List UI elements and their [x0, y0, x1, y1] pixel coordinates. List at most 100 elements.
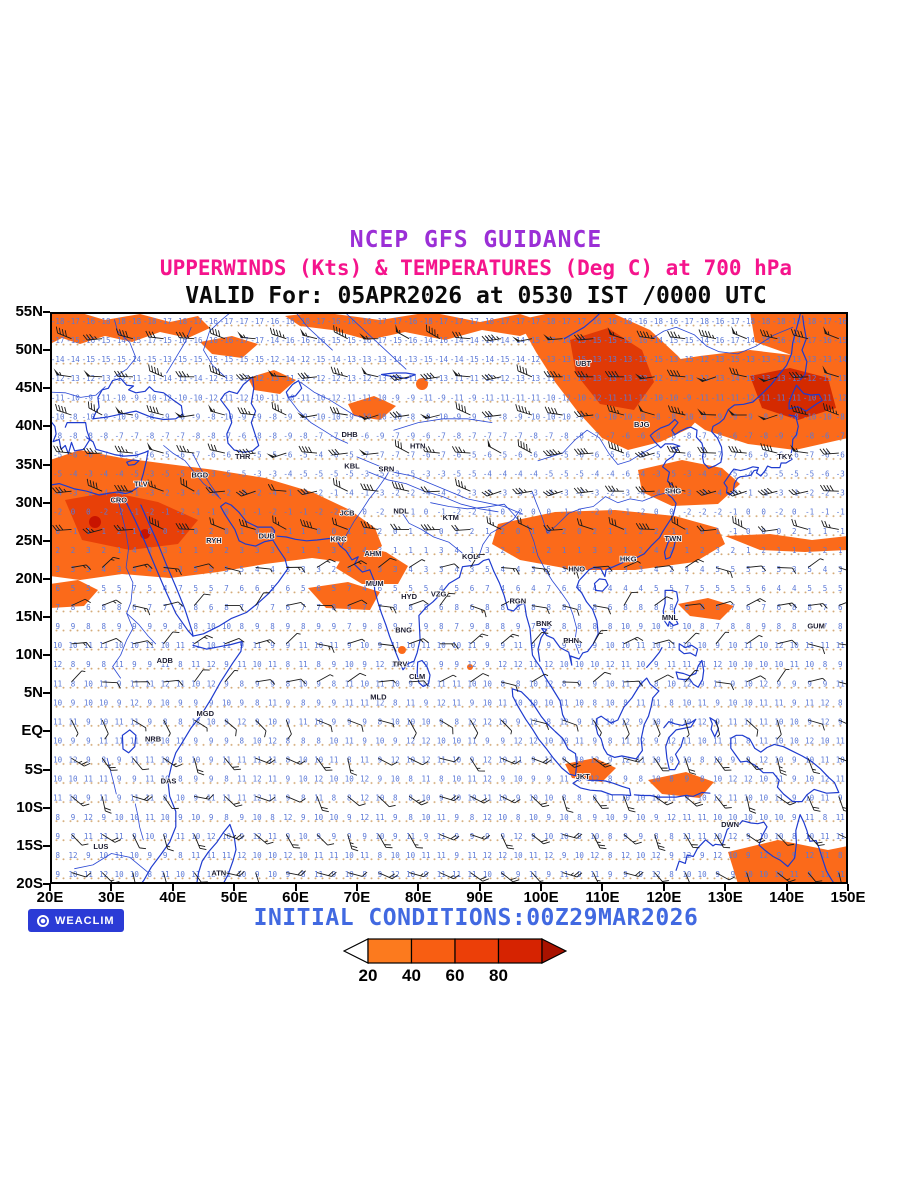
svg-text:-11: -11: [619, 393, 633, 402]
svg-text:-17: -17: [373, 317, 387, 326]
svg-text:11: 11: [237, 660, 246, 669]
svg-text:1: 1: [838, 546, 843, 555]
svg-text:-12: -12: [588, 393, 602, 402]
svg-text:-9: -9: [345, 412, 354, 421]
svg-text:9: 9: [531, 641, 536, 650]
svg-text:5: 5: [731, 584, 736, 593]
svg-text:11: 11: [345, 698, 354, 707]
svg-text:9: 9: [378, 756, 383, 765]
svg-text:10: 10: [268, 851, 278, 860]
svg-text:-13: -13: [757, 374, 771, 383]
lat-tick-label: 20N: [15, 569, 43, 587]
svg-text:-17: -17: [803, 336, 817, 345]
svg-text:8: 8: [55, 851, 60, 860]
station-label-jkt: JKT: [576, 772, 591, 781]
svg-text:-10: -10: [680, 412, 694, 421]
svg-text:8: 8: [178, 660, 183, 669]
svg-text:-7: -7: [375, 451, 384, 460]
svg-text:9: 9: [378, 870, 383, 879]
svg-text:8: 8: [807, 603, 812, 612]
svg-text:9: 9: [577, 641, 582, 650]
svg-text:10: 10: [560, 813, 570, 822]
svg-text:-5: -5: [774, 470, 783, 479]
svg-text:-10: -10: [573, 393, 587, 402]
station-label-kbl: KBL: [344, 461, 360, 470]
svg-text:11: 11: [299, 641, 308, 650]
svg-text:-4: -4: [99, 489, 109, 498]
svg-text:-8: -8: [667, 412, 677, 421]
svg-text:-5: -5: [268, 451, 277, 460]
svg-text:10: 10: [820, 737, 830, 746]
svg-text:9: 9: [332, 622, 337, 631]
svg-text:4: 4: [255, 565, 260, 574]
svg-text:-9: -9: [253, 412, 262, 421]
svg-text:-11: -11: [542, 374, 556, 383]
svg-text:11: 11: [652, 698, 661, 707]
svg-text:-14: -14: [266, 336, 280, 345]
svg-text:11: 11: [53, 679, 62, 688]
svg-text:-1: -1: [283, 489, 292, 498]
svg-text:10: 10: [560, 832, 570, 841]
svg-text:11: 11: [836, 832, 845, 841]
svg-text:-11: -11: [343, 393, 357, 402]
svg-text:12: 12: [467, 660, 476, 669]
svg-text:1: 1: [623, 527, 628, 536]
svg-text:10: 10: [345, 660, 355, 669]
svg-text:10: 10: [575, 660, 585, 669]
station-label-mld: MLD: [370, 692, 387, 701]
station-label-hyd: HYD: [401, 592, 417, 601]
svg-text:10: 10: [345, 775, 355, 784]
svg-text:7: 7: [685, 584, 690, 593]
svg-text:1: 1: [286, 546, 291, 555]
svg-text:-15: -15: [235, 355, 249, 364]
svg-text:11: 11: [375, 679, 384, 688]
svg-text:8: 8: [101, 603, 106, 612]
svg-text:10: 10: [375, 832, 385, 841]
svg-text:-8: -8: [805, 431, 815, 440]
svg-text:8: 8: [286, 660, 291, 669]
svg-text:12: 12: [514, 832, 523, 841]
svg-text:4: 4: [792, 584, 797, 593]
station-label-ubt: UBT: [576, 359, 592, 368]
svg-text:9: 9: [470, 832, 475, 841]
svg-text:9: 9: [393, 813, 398, 822]
svg-text:12: 12: [421, 737, 430, 746]
svg-text:-11: -11: [419, 393, 433, 402]
svg-text:-6: -6: [682, 451, 692, 460]
svg-text:6: 6: [761, 584, 766, 593]
svg-text:-15: -15: [465, 355, 479, 364]
svg-text:11: 11: [145, 775, 154, 784]
svg-text:11: 11: [728, 737, 737, 746]
svg-text:-3: -3: [652, 470, 661, 479]
svg-text:10: 10: [590, 660, 600, 669]
svg-text:0: 0: [255, 527, 260, 536]
svg-text:10: 10: [713, 832, 723, 841]
svg-text:12: 12: [728, 775, 737, 784]
svg-text:-5: -5: [452, 470, 461, 479]
svg-text:-16: -16: [266, 317, 280, 326]
svg-text:-6: -6: [222, 451, 232, 460]
svg-text:-8: -8: [207, 431, 217, 440]
svg-text:-1: -1: [406, 508, 415, 517]
svg-text:12: 12: [483, 756, 492, 765]
svg-text:-5: -5: [253, 451, 262, 460]
svg-text:-6: -6: [636, 431, 646, 440]
svg-text:-11: -11: [511, 393, 525, 402]
svg-text:-5: -5: [375, 470, 384, 479]
svg-text:-16: -16: [220, 336, 234, 345]
svg-text:10: 10: [606, 813, 616, 822]
lon-tick-label: 70E: [343, 889, 371, 906]
station-label-dhb: DHB: [341, 430, 358, 439]
svg-text:8: 8: [593, 698, 598, 707]
svg-text:10: 10: [790, 717, 800, 726]
svg-text:3: 3: [71, 565, 76, 574]
svg-text:9: 9: [792, 775, 797, 784]
svg-text:-11: -11: [711, 393, 725, 402]
svg-text:10: 10: [437, 737, 447, 746]
svg-text:9: 9: [470, 622, 475, 631]
svg-text:11: 11: [728, 717, 737, 726]
lat-tick-label: EQ: [21, 722, 43, 740]
svg-text:4: 4: [362, 546, 367, 555]
svg-text:3: 3: [209, 546, 214, 555]
svg-text:-16: -16: [588, 317, 602, 326]
